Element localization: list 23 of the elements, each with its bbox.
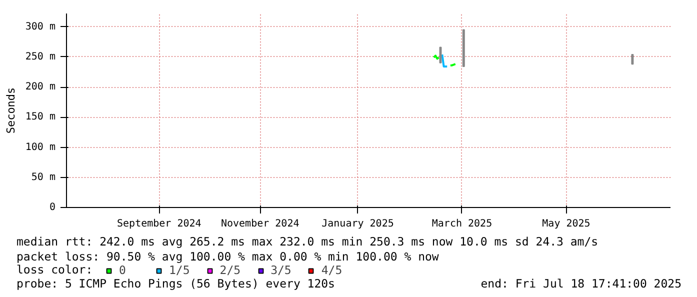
y-tick-label: 200 m [25,82,56,93]
legend-label: 1/5 [169,263,190,277]
legend-label: 4/5 [321,263,342,277]
y-tick-label: 250 m [25,51,56,62]
y-tick-label: 150 m [25,112,56,123]
legend-title: loss color: [16,262,93,276]
x-tick-label: November 2024 [220,218,300,230]
y-tick-label: 0 [49,202,56,213]
y-tick-label: 300 m [25,21,56,32]
x-tick-label: September 2024 [117,218,202,230]
y-tick-label: 100 m [25,142,56,153]
text: packet loss: 90.50 % avg 100.00 % max 0.00 % min 100.00 % now [16,250,439,264]
text: median rtt: 242.0 ms avg 265.2 ms max 232.0 ms min 250.3 ms now 10.0 ms sd 24.3 am/s [16,234,598,248]
legend-label: 2/5 [220,263,241,277]
text: end: Fri Jul 18 17:41:00 2025 [480,276,682,290]
y-tick-label: 50 m [31,172,56,183]
y-axis-title: Seconds [4,87,18,134]
x-tick-label: January 2025 [322,218,394,230]
x-tick-label: March 2025 [432,218,492,230]
text: probe: 5 ICMP Echo Pings (56 Bytes) every 120s [16,276,335,290]
legend-label: 0 [119,263,127,277]
x-tick-label: May 2025 [542,218,590,230]
legend-label: 3/5 [270,263,292,277]
